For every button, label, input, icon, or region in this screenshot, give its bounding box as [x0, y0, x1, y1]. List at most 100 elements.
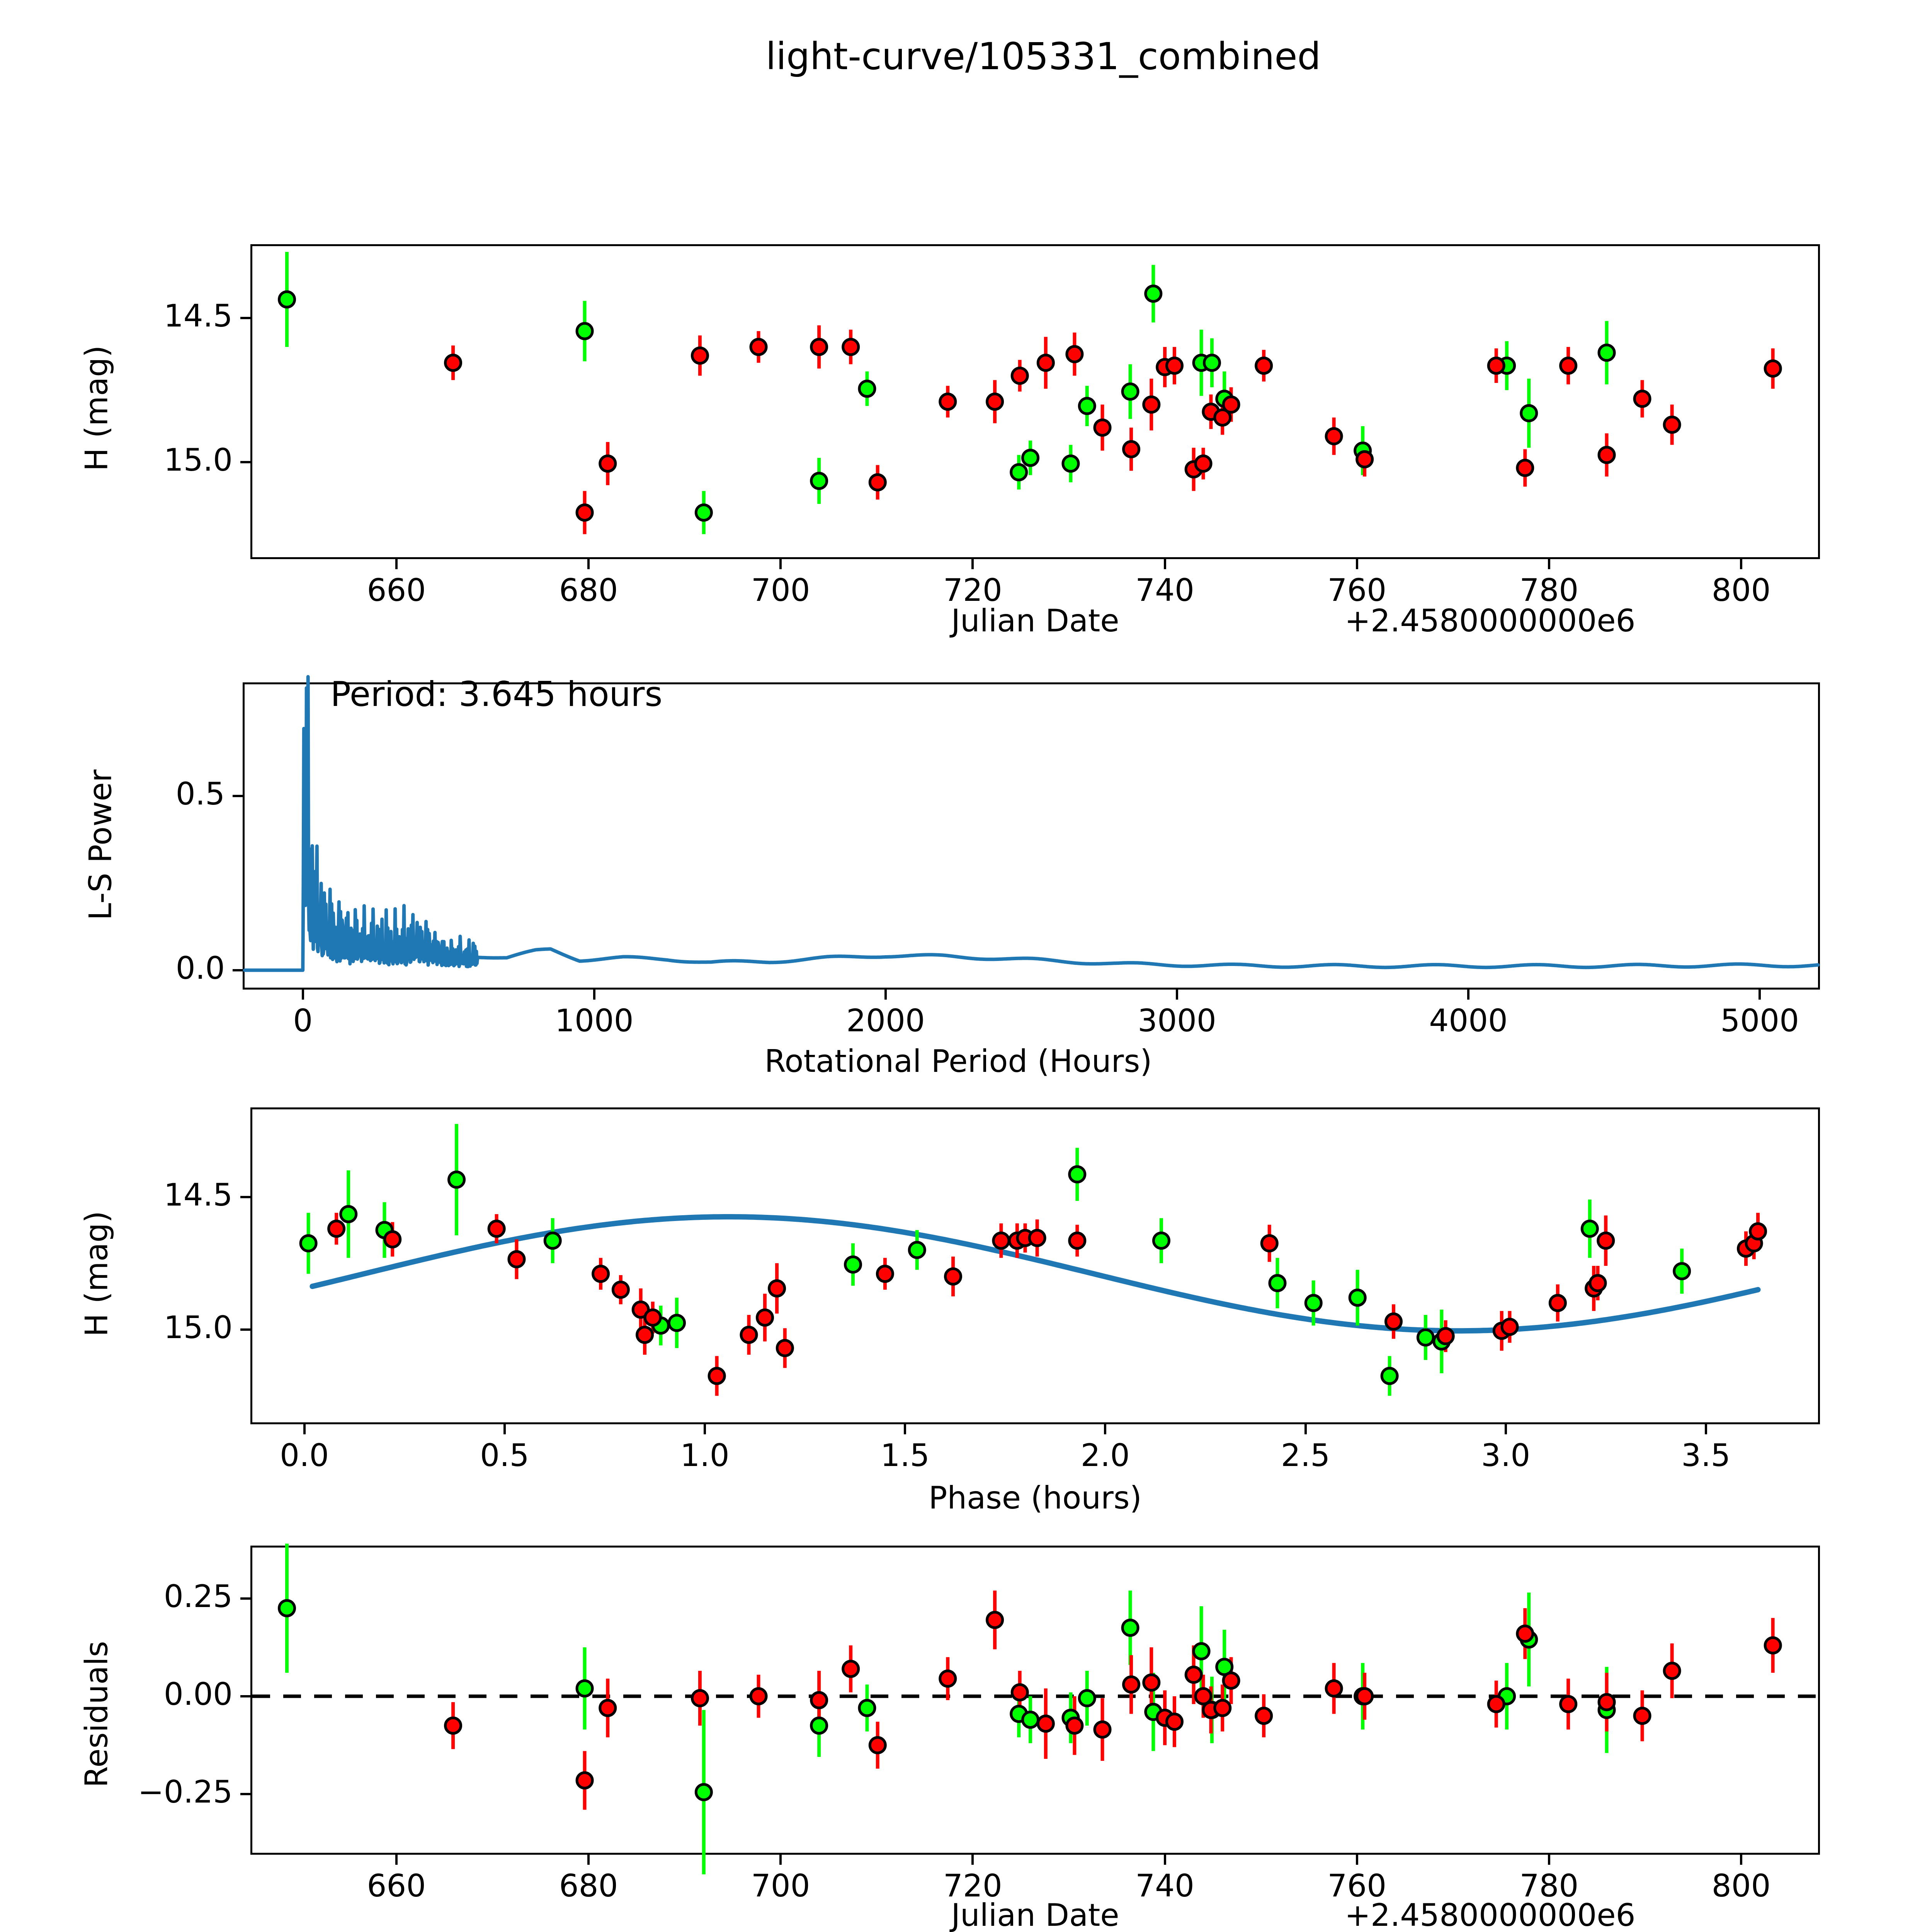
data-point-marker — [1559, 356, 1578, 375]
x-tick — [1163, 559, 1166, 569]
data-point-marker — [986, 1611, 1004, 1629]
x-tick-label: 800 — [1711, 572, 1771, 608]
data-point-marker — [690, 1689, 709, 1708]
data-point-marker — [1021, 1711, 1040, 1729]
x-tick-label: 1000 — [555, 1003, 634, 1039]
data-point-marker — [1597, 1693, 1616, 1711]
x-tick-label: 760 — [1327, 572, 1387, 608]
data-point-marker — [1065, 1716, 1084, 1735]
y-tick-label: 15.0 — [163, 1309, 233, 1345]
data-point-marker — [1384, 1312, 1403, 1331]
data-point-marker — [1152, 1231, 1170, 1250]
data-point-marker — [810, 1691, 828, 1709]
data-point-marker — [1520, 404, 1538, 422]
data-point-marker — [1068, 1231, 1087, 1250]
x-tick — [503, 1424, 506, 1434]
data-point-marker — [599, 1699, 617, 1717]
data-point-marker — [810, 471, 828, 490]
data-point-marker — [1194, 454, 1213, 473]
x-tick — [395, 1855, 398, 1865]
x-tick-label: 3.5 — [1681, 1437, 1731, 1473]
data-point-marker — [575, 1679, 594, 1698]
x-tick-label: 1.0 — [680, 1437, 730, 1473]
data-point-marker — [868, 473, 887, 492]
y-tick-label: 14.5 — [163, 1177, 233, 1213]
data-point-marker — [1597, 344, 1616, 362]
data-point-marker — [944, 1267, 963, 1286]
data-point-marker — [277, 1599, 296, 1617]
x-tick — [1355, 559, 1358, 569]
data-point-marker — [694, 1783, 713, 1801]
data-point-marker — [575, 1771, 594, 1790]
y-tick — [240, 1196, 250, 1198]
x-tick-label: 680 — [559, 1868, 618, 1904]
data-point-marker — [694, 503, 713, 522]
y-tick — [233, 969, 243, 971]
x-tick — [904, 1424, 906, 1434]
periodogram-plot-area — [243, 675, 1820, 972]
data-point-marker — [690, 346, 709, 365]
x-tick — [779, 559, 782, 569]
data-point-marker — [858, 1699, 876, 1717]
data-point-marker — [992, 1231, 1010, 1250]
x-tick-label: 760 — [1327, 1868, 1387, 1904]
data-point-marker — [1010, 463, 1028, 481]
data-point-marker — [1633, 1707, 1651, 1725]
x-tick — [1548, 559, 1550, 569]
phase-folded-x-axis-label: Phase (hours) — [929, 1480, 1142, 1516]
x-tick — [1740, 559, 1743, 569]
data-point-marker — [842, 338, 860, 356]
y-tick-label: 0.5 — [175, 776, 225, 812]
periodogram-x-axis-label: Rotational Period (Hours) — [764, 1043, 1152, 1079]
data-point-marker — [749, 1687, 768, 1706]
data-point-marker — [1021, 449, 1040, 467]
x-tick — [779, 1855, 782, 1865]
x-tick-label: 780 — [1519, 1868, 1579, 1904]
data-point-marker — [1222, 395, 1240, 414]
data-point-marker — [768, 1279, 786, 1298]
data-point-marker — [755, 1308, 774, 1327]
x-tick-label: 780 — [1519, 572, 1579, 608]
y-tick — [240, 1793, 250, 1796]
data-point-marker — [507, 1250, 526, 1269]
x-tick-label: 0.5 — [480, 1437, 529, 1473]
lightcurve-plot-area — [277, 252, 1782, 534]
y-tick-label: 0.00 — [163, 1676, 233, 1712]
data-point-marker — [1304, 1294, 1323, 1312]
data-point-marker — [299, 1234, 318, 1253]
y-tick-label: 14.5 — [163, 298, 233, 334]
data-point-marker — [447, 1170, 466, 1189]
data-point-marker — [1597, 446, 1616, 464]
y-tick — [240, 1695, 250, 1697]
data-point-marker — [1348, 1288, 1367, 1307]
x-tick — [395, 559, 398, 569]
x-tick — [1467, 990, 1470, 1000]
y-tick — [233, 794, 243, 797]
data-point-marker — [986, 393, 1004, 411]
data-point-marker — [1436, 1327, 1455, 1345]
x-tick-label: 5000 — [1720, 1003, 1799, 1039]
data-point-marker — [575, 503, 594, 522]
x-tick-label: 2000 — [846, 1003, 925, 1039]
x-tick — [1304, 1424, 1307, 1434]
data-point-marker — [1068, 1165, 1087, 1184]
data-point-marker — [1036, 354, 1055, 372]
data-point-marker — [1663, 415, 1681, 434]
data-point-marker — [939, 393, 957, 411]
data-point-marker — [487, 1219, 506, 1238]
data-point-marker — [858, 379, 876, 398]
x-tick — [1355, 1855, 1358, 1865]
data-point-marker — [810, 338, 828, 356]
data-point-marker — [1121, 382, 1139, 401]
x-tick-label: 0.0 — [280, 1437, 329, 1473]
x-tick — [587, 559, 590, 569]
data-point-marker — [876, 1265, 894, 1283]
x-tick — [1163, 1855, 1166, 1865]
data-point-marker — [599, 454, 617, 473]
data-point-marker — [810, 1716, 828, 1735]
data-point-marker — [1380, 1367, 1399, 1385]
x-tick-label: 660 — [367, 1868, 426, 1904]
data-point-marker — [1516, 1624, 1534, 1643]
x-tick-label: 0 — [293, 1003, 313, 1039]
